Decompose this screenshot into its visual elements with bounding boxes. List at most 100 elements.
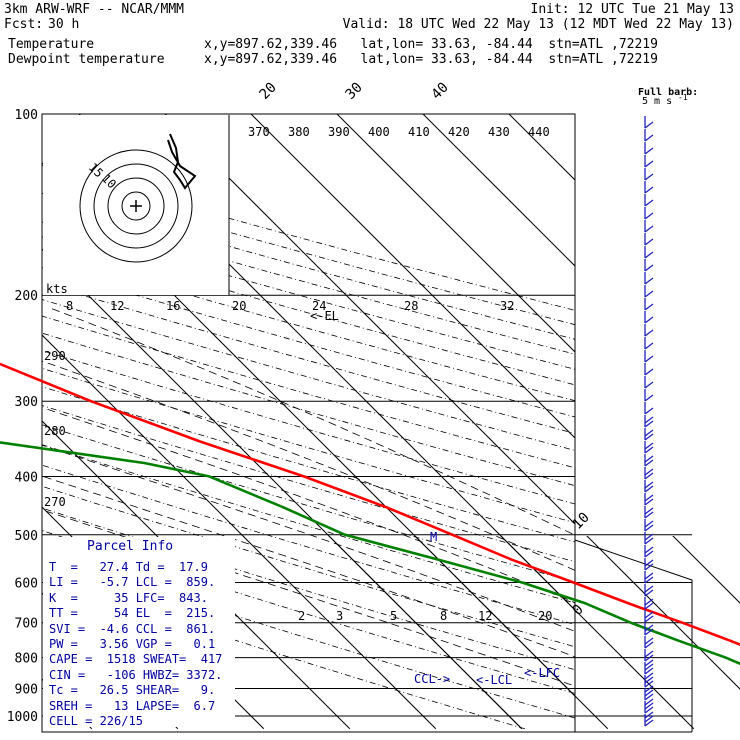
wind-barb xyxy=(644,610,654,623)
wind-barb xyxy=(644,181,654,194)
barb-flag xyxy=(644,524,654,532)
mixing-ratio-lower-label-5: 5 xyxy=(390,609,397,623)
wind-barb xyxy=(644,168,654,181)
isobar-label-800: 800 xyxy=(15,652,38,667)
wind-barb xyxy=(644,659,654,675)
barb-flag xyxy=(644,685,654,693)
wind-barb xyxy=(644,116,654,129)
wind-barb xyxy=(644,428,654,441)
barb-flag xyxy=(644,663,654,671)
barb-flag xyxy=(644,225,654,233)
hodograph-units: kts xyxy=(46,282,68,296)
barb-flag xyxy=(644,368,654,376)
barb-flag xyxy=(644,702,654,710)
mixing-ratio-label-28: 28 xyxy=(404,299,418,313)
wind-barb xyxy=(644,363,654,376)
barb-flag xyxy=(644,481,654,489)
isobar-label-400: 400 xyxy=(15,470,38,485)
barb-flag xyxy=(644,342,654,350)
barb-flag xyxy=(644,693,654,701)
barb-flag xyxy=(644,576,654,584)
mixing-ratio-lower-label-20: 20 xyxy=(538,609,552,623)
theta-lower-label-270: 270 xyxy=(44,495,66,509)
barb-flag xyxy=(644,459,654,467)
hodograph-ring xyxy=(107,177,165,235)
barb-flag xyxy=(644,134,654,142)
wind-barb xyxy=(644,259,654,272)
barb-flag xyxy=(644,442,654,450)
wind-barb xyxy=(644,129,654,142)
wind-barb xyxy=(644,285,654,298)
dry-adiabat xyxy=(42,251,575,402)
barb-flag xyxy=(644,277,654,285)
wind-barb xyxy=(644,220,654,233)
wind-barb xyxy=(644,584,654,597)
temperature-tick-label: 10 xyxy=(570,510,593,533)
barb-flag xyxy=(644,420,654,428)
barb-flag xyxy=(644,316,654,324)
dry-adiabat xyxy=(42,424,575,583)
wind-barb xyxy=(644,493,654,506)
barb-flag xyxy=(644,251,654,259)
wind-barb xyxy=(644,506,654,519)
barb-flag xyxy=(644,589,654,597)
isobar-label-600: 600 xyxy=(15,576,38,591)
dry-adiabat xyxy=(42,507,575,671)
wind-barb xyxy=(644,298,654,311)
barb-flag xyxy=(644,485,654,493)
wind-barb xyxy=(644,623,654,636)
isobar-label-700: 700 xyxy=(15,617,38,632)
wind-barb xyxy=(644,558,654,571)
wind-barb xyxy=(644,698,654,714)
wind-barb xyxy=(644,207,654,220)
wind-barb xyxy=(644,246,654,259)
barb-flag xyxy=(644,186,654,194)
isobar-label-300: 300 xyxy=(15,395,38,410)
m-marker: M xyxy=(430,530,437,544)
barb-flag xyxy=(644,585,654,593)
mixing-ratio-lower-label-8: 8 xyxy=(440,609,447,623)
barb-flag xyxy=(644,654,654,662)
barb-flag xyxy=(644,520,654,528)
isotherm-lower xyxy=(672,536,740,604)
barb-flag xyxy=(644,563,654,571)
barb-flag xyxy=(644,602,654,610)
lower-frame xyxy=(574,536,693,732)
dry-adiabat xyxy=(42,485,575,648)
lcl-marker: <-LCL xyxy=(476,673,512,687)
barb-flag xyxy=(644,381,654,389)
isotherm xyxy=(42,334,437,730)
dewpoint-station-info: x,y=897.62,339.46 lat,lon= 33.63, -84.44… xyxy=(204,52,658,67)
wind-barb xyxy=(644,337,654,350)
parcel-row: K = 35 LFC= 843. xyxy=(49,590,208,605)
barb-flag xyxy=(644,212,654,220)
isotherm xyxy=(164,114,575,525)
barb-flag xyxy=(644,572,654,580)
barb-flag xyxy=(644,719,654,727)
temperature-station-info: x,y=897.62,339.46 lat,lon= 33.63, -84.44… xyxy=(204,37,658,52)
isobar-label-500: 500 xyxy=(15,529,38,544)
isotherm xyxy=(422,114,575,267)
parcel-info-title: Parcel Info xyxy=(87,539,174,554)
parcel-info-box: Parcel Info T = 27.4 Td = 17.9 LI = -5.7 … xyxy=(43,537,235,728)
barb-flag xyxy=(644,173,654,181)
theta-label-380: 380 xyxy=(288,125,310,139)
barb-flag xyxy=(644,394,654,402)
barb-flag xyxy=(644,498,654,506)
parcel-row: CELL = 226/15 xyxy=(49,714,143,728)
barb-flag xyxy=(644,407,654,415)
hodograph-ring xyxy=(121,191,151,221)
mixing-ratio-label-16: 16 xyxy=(166,299,180,313)
isotherm-lower xyxy=(586,536,740,690)
barb-flag xyxy=(644,429,654,437)
barb-flag xyxy=(644,598,654,606)
barb-flag xyxy=(644,264,654,272)
isotherm-lower xyxy=(328,536,523,730)
barb-flag xyxy=(644,199,654,207)
parcel-row: SREH = 13 LAPSE= 6.7 xyxy=(49,698,216,713)
wind-barb xyxy=(644,233,654,246)
theta-lower-label-280: 280 xyxy=(44,424,66,438)
barb-flag xyxy=(644,455,654,463)
barb-flag xyxy=(644,511,654,519)
mixing-ratio-label-24: 24 xyxy=(312,299,326,313)
